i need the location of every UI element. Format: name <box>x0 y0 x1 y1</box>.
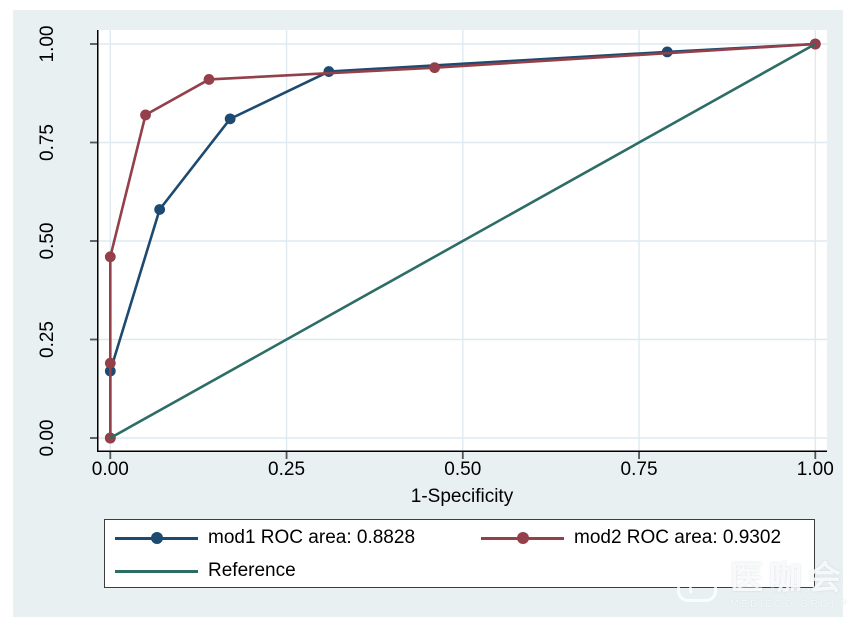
legend-swatch-mod2 <box>481 532 564 544</box>
x-tick-label: 0.50 <box>444 459 481 480</box>
data-point-mod2 <box>104 357 116 369</box>
x-axis-title: 1-Specificity <box>411 486 514 507</box>
y-tick-label: 0.75 <box>37 124 58 161</box>
y-tick-label: 0.50 <box>37 223 58 260</box>
data-point-mod2 <box>429 62 440 74</box>
data-point-mod2 <box>203 74 215 85</box>
legend-marker-dot <box>516 532 529 544</box>
x-tick-label: 0.75 <box>621 459 658 480</box>
data-point-mod1 <box>224 113 236 125</box>
axes <box>90 30 827 459</box>
y-tick-label: 0.25 <box>37 321 58 358</box>
x-tick-label: 0.00 <box>92 459 129 480</box>
x-tick-label: 0.25 <box>268 459 305 480</box>
legend-label-reference: Reference <box>208 560 296 581</box>
legend-label-mod2: mod2 ROC area: 0.9302 <box>574 527 782 548</box>
data-point-mod1 <box>323 66 335 77</box>
roc-curves <box>104 38 821 444</box>
roc-figure: 0.00 0.25 0.50 0.75 1.00 0.00 0.25 0.50 0.75 1.00… <box>13 10 847 617</box>
axis-tick-labels: 0.00 0.25 0.50 0.75 1.00 0.00 0.25 0.50 0.75 1.00 <box>37 26 834 480</box>
y-tick-label: 0.00 <box>37 420 58 457</box>
data-point-mod2 <box>140 109 151 121</box>
data-point-mod2 <box>104 251 116 263</box>
legend-box: mod1 ROC area: 0.8828 mod2 ROC area: 0.9… <box>104 519 815 588</box>
legend-item-reference: Reference <box>115 557 296 585</box>
legend-item-mod2: mod2 ROC area: 0.9302 <box>481 524 781 552</box>
roc-line-reference <box>109 42 816 440</box>
data-point-mod1 <box>154 204 166 215</box>
y-tick-label: 1.00 <box>37 26 58 63</box>
legend-item-mod1: mod1 ROC area: 0.8828 <box>115 524 415 552</box>
legend-marker-dot <box>150 532 163 544</box>
roc-chart: 0.00 0.25 0.50 0.75 1.00 0.00 0.25 0.50 0.75 1.00… <box>37 26 834 507</box>
x-tick-label: 1.00 <box>797 459 834 480</box>
legend-swatch-mod1 <box>115 532 198 544</box>
legend-swatch-reference <box>115 569 198 573</box>
legend-label-mod1: mod1 ROC area: 0.8828 <box>208 527 416 548</box>
